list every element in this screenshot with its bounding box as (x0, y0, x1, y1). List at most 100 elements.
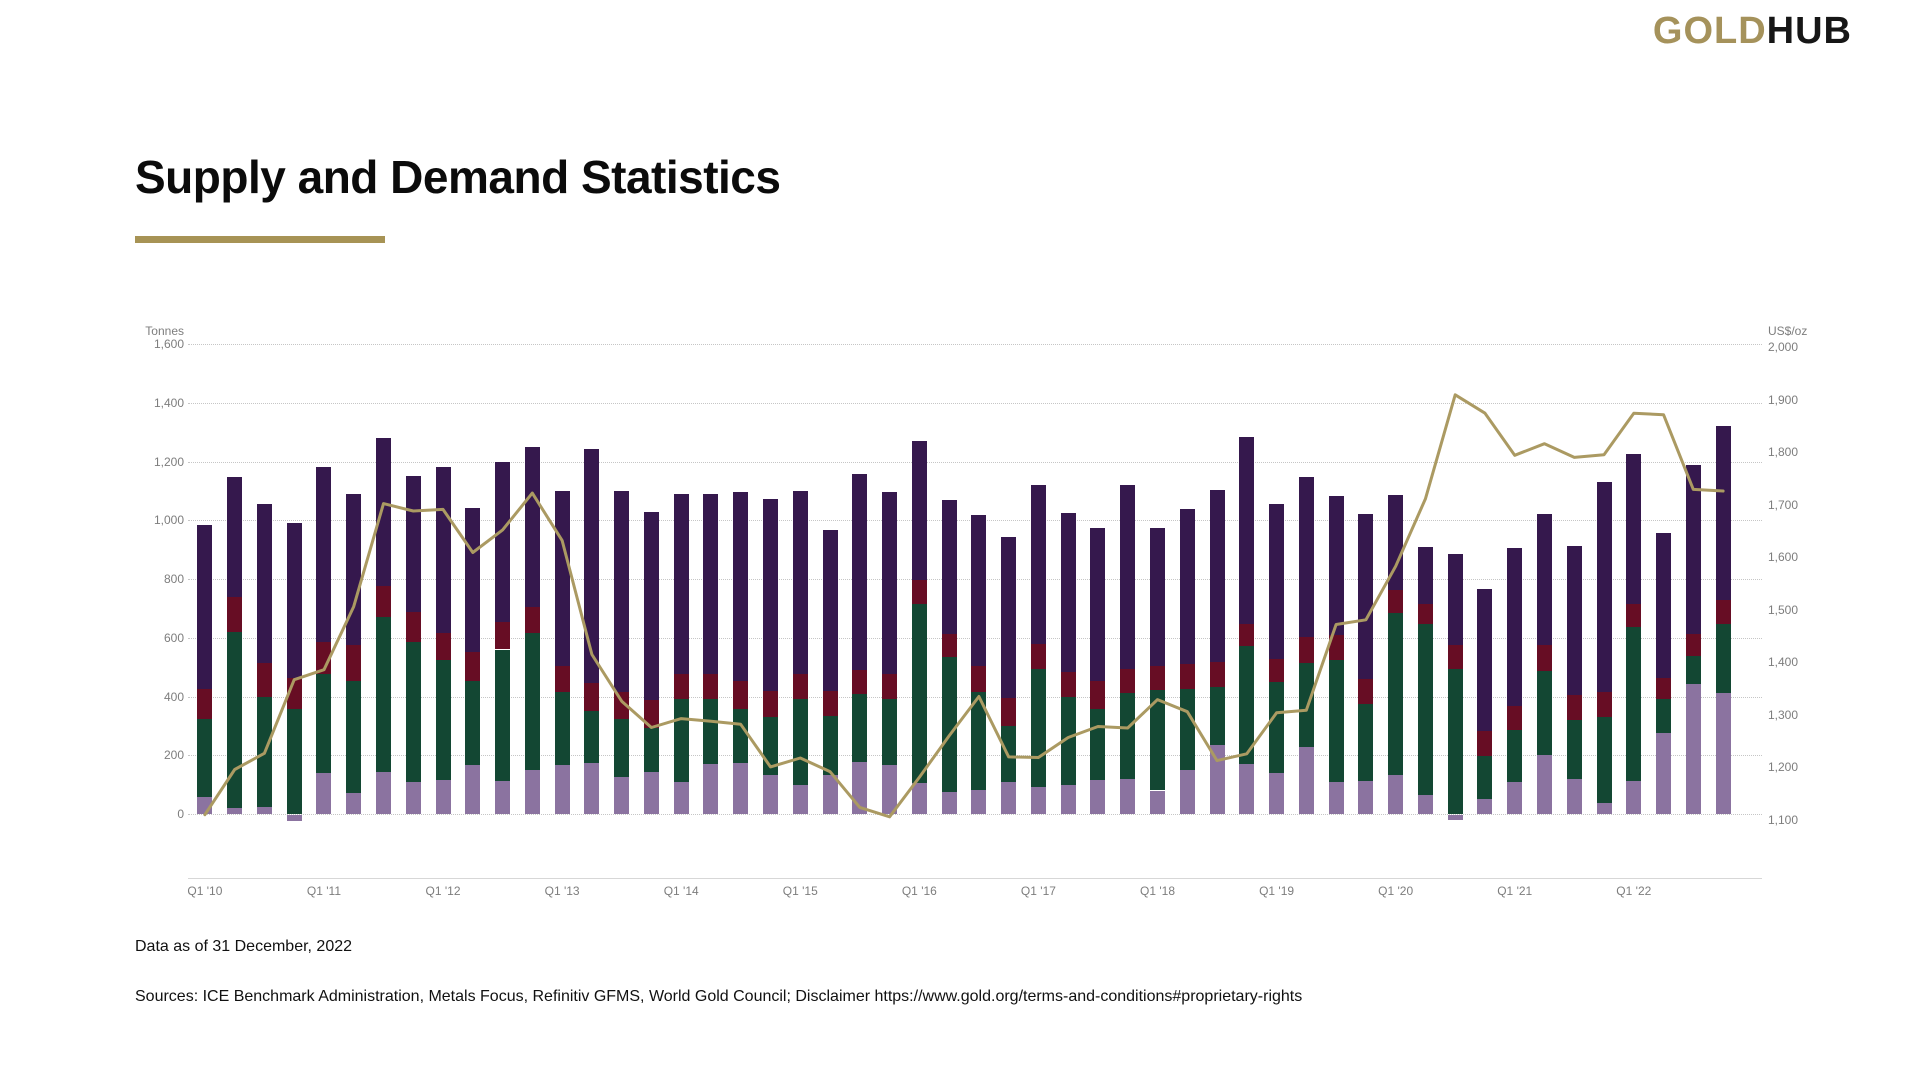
gridline (188, 461, 1762, 463)
lavender-bottom-segment (346, 792, 362, 814)
green-segment (941, 657, 957, 792)
lavender-bottom-segment (971, 789, 987, 814)
lavender-bottom-segment (1656, 732, 1672, 814)
green-segment (1001, 726, 1017, 782)
purple-top-segment (822, 530, 838, 692)
lavender-bottom-segment (465, 764, 481, 814)
lavender-bottom-segment (941, 791, 957, 814)
purple-top-segment (1298, 477, 1314, 638)
lavender-bottom-segment (256, 806, 272, 814)
right-axis-tick: 2,000 (1768, 340, 1799, 354)
left-axis-tick: 0 (177, 807, 184, 821)
data-as-of-note: Data as of 31 December, 2022 (135, 938, 353, 955)
lavender-bottom-segment (1417, 795, 1433, 814)
purple-top-segment (971, 514, 987, 666)
left-axis-tick: 1,600 (153, 337, 184, 351)
title-underline (135, 236, 385, 243)
goldhub-logo-gold-part: GOLD (1652, 10, 1767, 52)
lavender-bottom-segment (1328, 781, 1344, 814)
green-segment (1537, 670, 1552, 755)
right-axis-title: US$/oz (1768, 324, 1808, 338)
green-segment (1447, 668, 1463, 814)
left-axis-tick: 400 (163, 689, 184, 704)
purple-top-segment (1447, 553, 1463, 646)
maroon-segment (554, 666, 570, 693)
left-axis-tick: 1,200 (153, 454, 184, 469)
lavender-bottom-segment (1090, 779, 1106, 814)
green-segment (376, 616, 391, 772)
green-segment (614, 718, 630, 778)
purple-top-segment (197, 524, 213, 690)
x-axis-tick: Q1 '19 (1259, 884, 1295, 898)
maroon-segment (346, 644, 362, 682)
lavender-bottom-segment (673, 781, 689, 814)
maroon-segment (1596, 692, 1612, 718)
maroon-segment (1269, 659, 1285, 682)
green-segment (1507, 729, 1523, 782)
maroon-segment (792, 673, 808, 700)
x-axis-tick: Q1 '18 (1140, 884, 1175, 898)
green-segment (703, 698, 719, 765)
maroon-segment (1656, 678, 1672, 700)
lavender-bottom-segment (1269, 772, 1285, 814)
page-title: Supply and Demand Statistics (135, 151, 781, 203)
green-segment (1179, 688, 1195, 770)
purple-top-segment (1596, 481, 1612, 693)
maroon-segment (197, 689, 213, 720)
lavender-bottom-segment (1566, 778, 1582, 814)
maroon-segment (1507, 706, 1523, 730)
lavender-bottom-segment (1596, 803, 1612, 814)
lavender-bottom-segment (911, 783, 927, 814)
purple-top-segment (256, 504, 272, 663)
left-axis-tick: 800 (163, 572, 184, 586)
green-segment (1417, 624, 1433, 796)
x-axis-tick: Q1 '12 (425, 884, 461, 898)
green-segment (1685, 655, 1701, 685)
maroon-segment (286, 677, 302, 710)
green-segment (405, 641, 421, 782)
lavender-bottom-segment (1298, 747, 1314, 814)
green-segment (882, 699, 898, 766)
purple-top-segment (554, 491, 570, 667)
green-segment (1209, 687, 1225, 746)
lavender-bottom-segment (1477, 798, 1493, 814)
right-axis-tick: 1,400 (1768, 655, 1799, 670)
green-segment (554, 692, 570, 765)
lavender-bottom-segment (1685, 684, 1701, 814)
right-axis-tick: 1,900 (1768, 392, 1799, 407)
purple-top-segment (1358, 513, 1374, 679)
purple-top-segment (1179, 509, 1195, 665)
x-axis-tick: Q1 '20 (1378, 884, 1414, 898)
gridline (188, 402, 1762, 404)
lavender-bottom-segment (1537, 754, 1552, 814)
x-axis-tick: Q1 '14 (663, 884, 699, 898)
purple-top-segment (1090, 527, 1106, 681)
lavender-bottom-segment (524, 769, 540, 814)
maroon-segment (763, 690, 778, 718)
green-segment (1150, 690, 1165, 791)
lavender-bottom-segment (703, 764, 719, 814)
maroon-segment (1685, 633, 1701, 656)
green-segment (1477, 756, 1493, 799)
lavender-bottom-segment (435, 779, 451, 814)
maroon-segment (673, 673, 689, 699)
green-segment (733, 708, 749, 763)
lavender-bottom-segment (733, 762, 749, 814)
purple-top-segment (584, 449, 600, 683)
green-segment (1656, 699, 1672, 733)
maroon-segment (1239, 623, 1255, 647)
green-segment (1626, 627, 1642, 782)
lavender-bottom-segment (763, 775, 778, 814)
right-axis-tick: 1,200 (1768, 760, 1799, 775)
lavender-bottom-segment (495, 780, 511, 814)
maroon-segment (376, 586, 391, 617)
green-segment (346, 681, 362, 793)
lavender-bottom-segment (1447, 815, 1463, 820)
green-segment (1090, 709, 1106, 780)
right-axis-tick: 1,100 (1768, 813, 1799, 827)
maroon-segment (524, 606, 540, 633)
green-segment (256, 696, 272, 807)
lavender-bottom-segment (643, 771, 659, 814)
purple-top-segment (1685, 464, 1701, 634)
purple-top-segment (882, 491, 898, 675)
